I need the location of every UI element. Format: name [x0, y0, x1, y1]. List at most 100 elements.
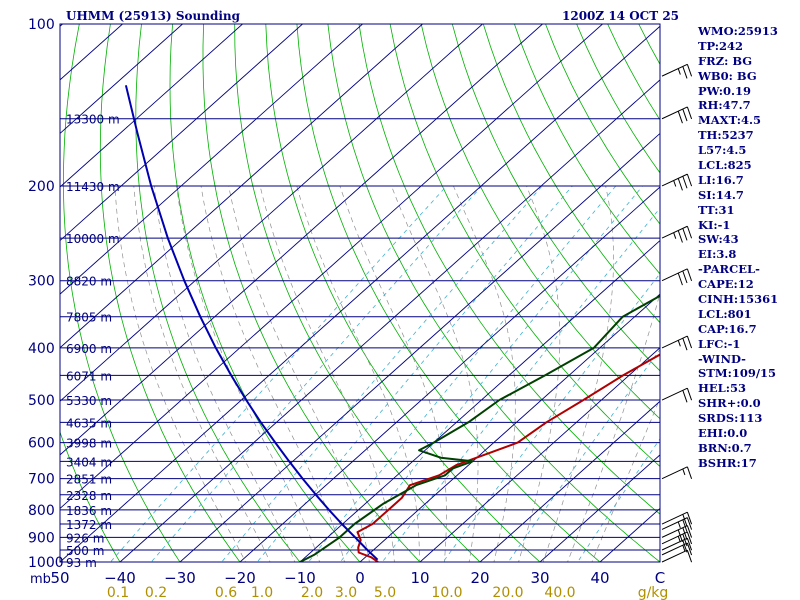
wind-barb-shaft [661, 225, 688, 239]
height-label: 1836 m [66, 504, 112, 518]
wind-barb-flag [682, 390, 688, 403]
mixing-ratio-label: 3.0 [335, 585, 357, 600]
mixing-ratio-label: 1.0 [251, 585, 273, 600]
mixing-ratio-label: 0.2 [145, 585, 167, 600]
wind-barb-flag [686, 106, 693, 120]
mixing-ratio-line [256, 185, 573, 562]
wind-barb-flag [682, 545, 686, 552]
dry-adiabat [296, 24, 601, 562]
wind-barb-shaft [661, 63, 688, 77]
moist-adiabat [296, 185, 420, 562]
height-label: 11430 m [66, 180, 120, 194]
wind-barb-flag [686, 388, 693, 401]
mixing-ratio-line [307, 185, 617, 562]
wind-barb-flag [677, 536, 681, 543]
height-label: 6900 m [66, 342, 112, 356]
isotherm [60, 24, 604, 510]
sounding-traces [124, 85, 660, 562]
pressure-tick-label: 700 [28, 472, 55, 488]
stat-item: TP:242 [698, 38, 744, 53]
dry-adiabat [135, 24, 301, 562]
height-label: 5330 m [66, 394, 112, 408]
wind-barb [661, 542, 693, 556]
wind-barb-flag [677, 68, 681, 75]
wind-barb [661, 537, 693, 553]
grid-lines [60, 24, 660, 562]
dry-adiabat [482, 24, 660, 324]
stats-panel: WMO:25913 TP:242 FRZ: BG WB0: BG PW:0.19 RH:4… [698, 24, 798, 471]
wind-barb-flag [686, 335, 693, 349]
isotherm [179, 132, 660, 562]
wind-barb-shaft [661, 173, 688, 187]
wind-barb-shaft [661, 268, 688, 282]
pressure-tick-label: 900 [28, 530, 55, 546]
wind-barb-flag [686, 512, 693, 525]
mixing-ratio-line [442, 272, 660, 562]
wind-barb [661, 549, 693, 563]
wind-barb-flag [682, 468, 686, 476]
wind-barb-flag [682, 66, 688, 79]
stat-item: TT:31 [698, 202, 735, 217]
mixing-ratio-line [507, 348, 660, 562]
chart-title: UHMM (25913) Sounding [66, 9, 241, 23]
isotherm [60, 24, 424, 349]
height-label: 500 m [66, 544, 104, 558]
stat-item: BRN:0.7 [698, 440, 752, 455]
wind-barb-shaft [661, 517, 688, 530]
wind-barb-flag [677, 110, 683, 124]
isotherm [60, 24, 184, 135]
wind-barb [661, 173, 693, 191]
dry-adiabat [265, 24, 541, 562]
mixing-ratio-label: 0.1 [107, 585, 129, 600]
height-label: 3404 m [66, 455, 112, 469]
stat-item: WB0: BG [698, 68, 757, 83]
moist-adiabat [176, 185, 320, 562]
wind-barb-flag [686, 173, 693, 187]
wind-barb-flag [686, 64, 693, 77]
mixing-ratio-label: 40.0 [544, 585, 575, 600]
moist-adiabat [133, 185, 271, 562]
wind-barb-flag [677, 521, 681, 529]
wind-barb [661, 268, 693, 286]
stat-item: EI:3.8 [698, 247, 737, 262]
isotherm [60, 24, 484, 402]
stat-item: EHI:0.0 [698, 426, 748, 441]
wind-barb-flag [682, 519, 688, 532]
temperature-tick-label: 30 [530, 569, 549, 587]
dry-adiabat [327, 24, 660, 562]
isotherm [239, 186, 660, 562]
wind-barb-shaft [661, 549, 688, 563]
height-label: 926 m [66, 531, 104, 545]
stat-item: MAXT:4.5 [698, 113, 761, 128]
temperature-tick-label: 20 [470, 569, 489, 587]
wind-barb-shaft [661, 335, 688, 349]
pressure-unit-label: mb [30, 572, 51, 587]
stat-item: WMO:25913 [698, 24, 778, 38]
height-label: 8820 m [66, 275, 112, 289]
mixing-ratio-line [381, 207, 660, 562]
wind-barb-flag [677, 529, 683, 542]
dry-adiabat [234, 24, 481, 562]
chart-timestamp: 1200Z 14 OCT 25 [562, 9, 680, 23]
isotherm [60, 24, 364, 295]
stat-item: CAP:16.7 [698, 321, 757, 336]
wind-barb-flag [682, 270, 688, 284]
wind-barb-flag [686, 531, 693, 545]
wind-barb-flag [682, 527, 688, 540]
mixing-ratio-line [577, 438, 660, 562]
wind-barb-flag [686, 268, 693, 282]
wind-barb-shaft [661, 511, 688, 525]
stat-item: SRDS:113 [698, 411, 763, 426]
mixing-ratio-line [150, 185, 483, 562]
isotherm [479, 400, 660, 562]
pressure-tick-label: 1000 [28, 555, 64, 571]
moist-adiabat [591, 397, 660, 562]
moist-adiabat [542, 185, 614, 562]
moist-adiabat [228, 185, 370, 562]
temperature-tick-label: −20 [224, 569, 256, 587]
wind-barbs [661, 63, 693, 563]
height-label: 13300 m [66, 113, 120, 127]
wind-barb-flag [682, 338, 688, 351]
